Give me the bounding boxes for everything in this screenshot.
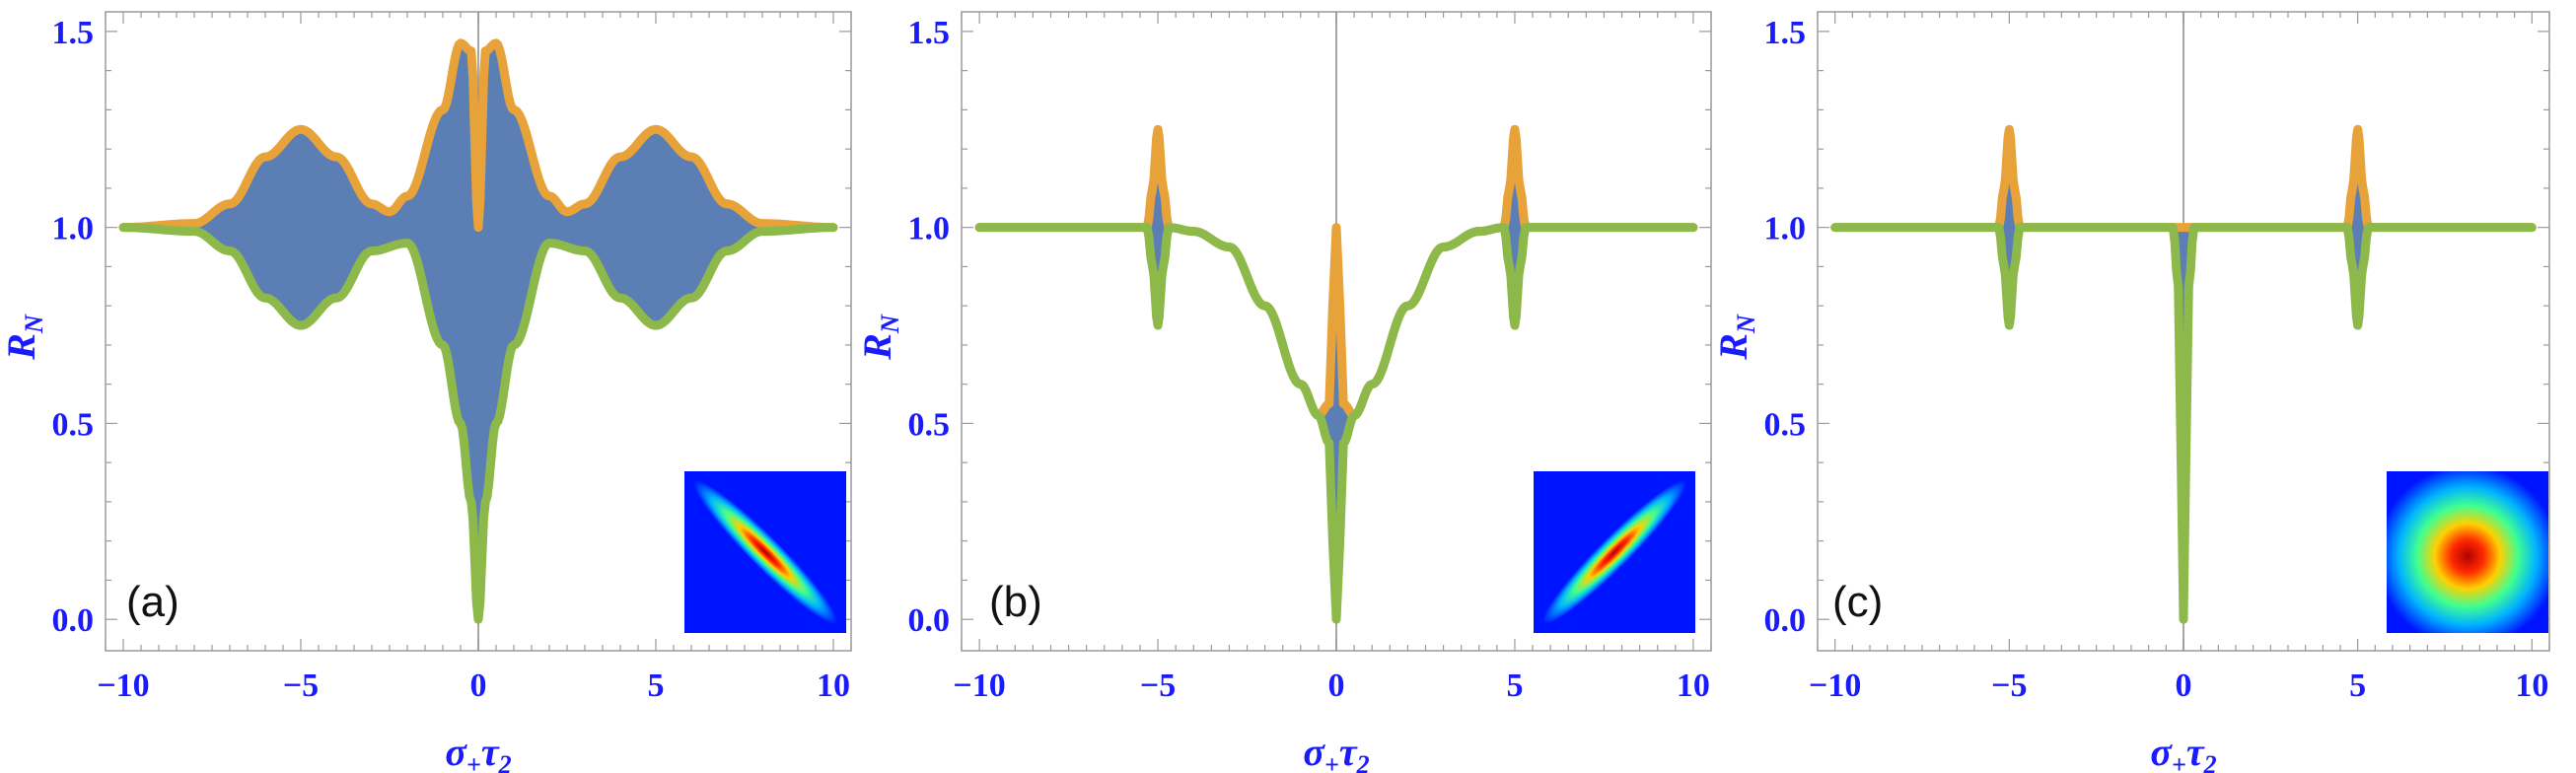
- band-fill: [123, 42, 833, 620]
- x-tick-label: 5: [1506, 668, 1523, 704]
- x-tick-label: 10: [2515, 668, 2548, 704]
- band-fill: [979, 129, 1693, 620]
- y-tick-label: 1.0: [52, 211, 95, 247]
- x-axis-label: σ+τ2: [445, 730, 511, 773]
- y-tick-label: 1.0: [1764, 211, 1807, 247]
- y-tick-label: 1.5: [52, 15, 95, 51]
- y-tick-label: 1.0: [908, 211, 951, 247]
- panel-tag: (a): [126, 578, 179, 626]
- panel-2: −10 −5 0 5 10 0.0 0.5 1.0 1.5 σ+τ2 RN (c): [1711, 11, 2550, 773]
- y-tick-label: 0.0: [1764, 602, 1807, 639]
- x-tick-label: 0: [470, 668, 487, 704]
- x-tick-label: 5: [648, 668, 665, 704]
- y-tick-label: 0.0: [908, 602, 951, 639]
- y-tick-label: 0.5: [52, 406, 95, 443]
- lower-series-line: [974, 223, 1698, 624]
- x-tick-label: 0: [2176, 668, 2192, 704]
- y-tick-label: 1.5: [1764, 15, 1807, 51]
- lower-series-line: [118, 223, 838, 624]
- x-tick-label: 5: [2349, 668, 2366, 704]
- x-tick-label: −5: [283, 668, 319, 704]
- panel-0: −10 −5 0 5 10 0.0 0.5 1.0 1.5 σ+τ2 RN (a): [0, 11, 852, 773]
- inset-blob: [693, 480, 837, 624]
- inset-heatmap: [2387, 471, 2548, 633]
- x-tick-label: −10: [1809, 668, 1861, 704]
- y-tick-label: 0.5: [1764, 406, 1807, 443]
- inset-blob: [1542, 480, 1686, 624]
- x-axis-label: σ+τ2: [1303, 730, 1369, 773]
- inset-heatmap: [1534, 471, 1695, 633]
- inset-heatmap: [684, 471, 846, 633]
- x-tick-label: 0: [1328, 668, 1345, 704]
- x-tick-label: −5: [1991, 668, 2027, 704]
- x-tick-label: 10: [817, 668, 850, 704]
- x-axis-label: σ+τ2: [2150, 730, 2216, 773]
- y-tick-label: 0.5: [908, 406, 951, 443]
- x-tick-label: −10: [953, 668, 1005, 704]
- y-tick-label: 1.5: [908, 15, 951, 51]
- panel-1: −10 −5 0 5 10 0.0 0.5 1.0 1.5 σ+τ2 RN (b): [855, 11, 1712, 773]
- panel-tag: (b): [989, 578, 1042, 626]
- lower-series-line: [1830, 223, 2537, 624]
- x-tick-label: −5: [1140, 668, 1176, 704]
- x-tick-label: 10: [1677, 668, 1710, 704]
- inset-blob: [2387, 471, 2548, 633]
- x-tick-label: −10: [97, 668, 149, 704]
- upper-series-line: [118, 38, 838, 233]
- y-axis-label: RN: [1711, 314, 1760, 361]
- y-tick-label: 0.0: [52, 602, 95, 639]
- panel-tag: (c): [1832, 578, 1883, 626]
- y-axis-label: RN: [0, 314, 48, 361]
- y-axis-label: RN: [855, 314, 904, 361]
